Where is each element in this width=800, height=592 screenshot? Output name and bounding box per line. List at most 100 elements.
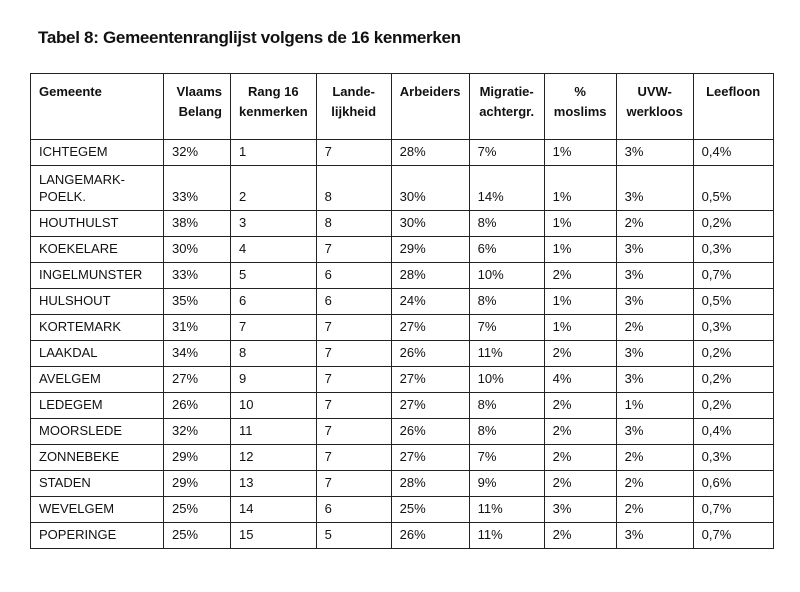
cell-line: kenmerken [239, 104, 308, 119]
cell-line: Leefloon [706, 84, 761, 99]
value-cell: 2 [230, 165, 317, 211]
value-cell: 3 [230, 210, 317, 237]
column-header: Gemeente [30, 73, 164, 140]
table-row: LAAKDAL 34% 8 7 26% 11% 2% 3% 0,2% [30, 340, 774, 367]
value-cell: 11% [468, 522, 545, 549]
value-cell: 6% [468, 236, 545, 263]
value-cell: 27% [390, 392, 470, 419]
value-cell: 0,2% [692, 366, 774, 393]
value-cell: 2% [543, 418, 617, 445]
value-cell: 7% [468, 314, 545, 341]
value-cell: 1% [543, 165, 617, 211]
column-header: Leefloon [692, 73, 774, 140]
value-cell: 8% [468, 418, 545, 445]
value-cell: 5 [315, 522, 392, 549]
value-cell: 33% [163, 165, 231, 211]
table-title: Tabel 8: Gemeentenranglijst volgens de 1… [38, 28, 461, 47]
value-cell: 6 [230, 288, 317, 315]
table-row: KORTEMARK 31% 7 7 27% 7% 1% 2% 0,3% [30, 314, 774, 341]
municipality-cell: LAAKDAL [30, 340, 164, 367]
municipality-cell: HOUTHULST [30, 210, 164, 237]
value-cell: 7 [315, 470, 392, 497]
value-cell: 0,7% [692, 522, 774, 549]
value-cell: 8 [315, 165, 392, 211]
value-cell: 30% [390, 165, 470, 211]
value-cell: 9 [230, 366, 317, 393]
value-cell: 0,6% [692, 470, 774, 497]
value-cell: 27% [390, 314, 470, 341]
column-header: Lande-lijkheid [315, 73, 392, 140]
value-cell: 0,2% [692, 210, 774, 237]
value-cell: 27% [390, 444, 470, 471]
value-cell: 33% [163, 262, 231, 289]
column-header: Rang 16 kenmerken [230, 73, 317, 140]
header-row: Gemeente Vlaams Belang Rang 16 kenmerken Land… [30, 73, 774, 140]
column-header: Migratie-achtergr. [468, 73, 545, 140]
value-cell: 25% [163, 522, 231, 549]
value-cell: 0,7% [692, 496, 774, 523]
value-cell: 34% [163, 340, 231, 367]
cell-line: Belang [178, 104, 222, 119]
municipality-cell: KORTEMARK [30, 314, 164, 341]
value-cell: 6 [315, 262, 392, 289]
cell-line: lijkheid [331, 104, 377, 119]
value-cell: 2% [543, 392, 617, 419]
value-cell: 25% [390, 496, 470, 523]
value-cell: 8 [315, 210, 392, 237]
value-cell: 2% [543, 340, 617, 367]
table-row: KOEKELARE 30% 4 7 29% 6% 1% 3% 0,3% [30, 236, 774, 263]
table-row: INGELMUNSTER 33% 5 6 28% 10% 2% 3% 0,7% [30, 262, 774, 289]
municipality-cell: LEDEGEM [30, 392, 164, 419]
value-cell: 0,3% [692, 444, 774, 471]
value-cell: 14 [230, 496, 317, 523]
value-cell: 7 [315, 314, 392, 341]
value-cell: 7 [315, 366, 392, 393]
value-cell: 9% [468, 470, 545, 497]
value-cell: 2% [543, 470, 617, 497]
value-cell: 12 [230, 444, 317, 471]
table-row: POPERINGE 25% 15 5 26% 11% 2% 3% 0,7% [30, 522, 774, 549]
table-row: ICHTEGEM 32% 1 7 28% 7% 1% 3% 0,4% [30, 139, 774, 166]
cell-line: Arbeiders [399, 84, 461, 99]
value-cell: 2% [615, 314, 694, 341]
value-cell: 0,4% [692, 418, 774, 445]
table-row: MOORSLEDE 32% 11 7 26% 8% 2% 3% 0,4% [30, 418, 774, 445]
value-cell: 4% [543, 366, 617, 393]
table-row: STADEN 29% 13 7 28% 9% 2% 2% 0,6% [30, 470, 774, 497]
value-cell: 0,2% [692, 340, 774, 367]
value-cell: 2% [543, 262, 617, 289]
municipality-cell: WEVELGEM [30, 496, 164, 523]
value-cell: 11 [230, 418, 317, 445]
value-cell: 26% [390, 340, 470, 367]
municipality-cell: STADEN [30, 470, 164, 497]
value-cell: 3% [615, 522, 694, 549]
value-cell: 1% [543, 314, 617, 341]
municipality-cell: AVELGEM [30, 366, 164, 393]
value-cell: 3% [543, 496, 617, 523]
table-row: HULSHOUT 35% 6 6 24% 8% 1% 3% 0,5% [30, 288, 774, 315]
value-cell: 7% [468, 444, 545, 471]
value-cell: 7 [315, 139, 392, 166]
value-cell: 1% [543, 288, 617, 315]
value-cell: 14% [468, 165, 545, 211]
cell-line: Vlaams [176, 84, 222, 99]
value-cell: 25% [163, 496, 231, 523]
cell-line: Lande- [332, 84, 375, 99]
value-cell: 5 [230, 262, 317, 289]
value-cell: 28% [390, 470, 470, 497]
value-cell: 10% [468, 262, 545, 289]
value-cell: 6 [315, 496, 392, 523]
municipality-cell: HULSHOUT [30, 288, 164, 315]
value-cell: 3% [615, 340, 694, 367]
column-header: % moslims [543, 73, 617, 140]
cell-line: % [574, 84, 586, 99]
value-cell: 2% [615, 470, 694, 497]
value-cell: 26% [390, 418, 470, 445]
value-cell: 24% [390, 288, 470, 315]
cell-line: Gemeente [39, 84, 102, 99]
table-body: ICHTEGEM 32% 1 7 28% 7% 1% 3% 0,4% LANGEMARK- POEL… [30, 139, 774, 549]
cell-line: moslims [553, 104, 607, 119]
municipality-cell: POPERINGE [30, 522, 164, 549]
value-cell: 8% [468, 210, 545, 237]
